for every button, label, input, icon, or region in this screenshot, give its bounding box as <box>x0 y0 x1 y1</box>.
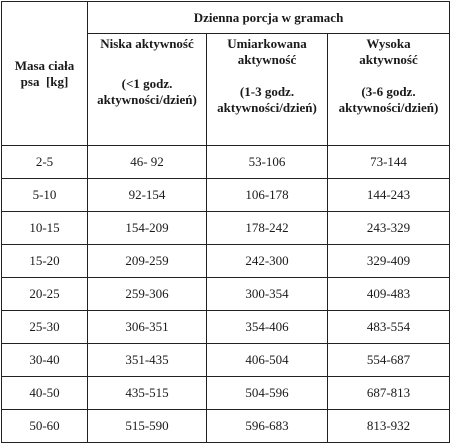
mass-cell: 25-30 <box>1 310 88 344</box>
table-row: 20-25 259-306 300-354 409-483 <box>1 277 450 311</box>
medium-cell: 106-178 <box>206 178 328 212</box>
high-cell: 687-813 <box>326 376 450 410</box>
mass-cell: 50-60 <box>1 409 88 443</box>
medium-cell: 242-300 <box>206 244 328 278</box>
header-row-sub: Niska aktywność (<1 godz. aktywności/dzi… <box>2 33 450 146</box>
table-row: 15-20 209-259 242-300 329-409 <box>1 244 450 278</box>
low-activity-detail2: aktywności/dzień) <box>97 92 197 107</box>
high-cell: 329-409 <box>326 244 450 278</box>
medium-cell: 178-242 <box>206 211 328 245</box>
high-cell: 554-687 <box>326 343 450 377</box>
medium-cell: 53-106 <box>206 145 328 179</box>
medium-activity-detail2: aktywności/dzień) <box>217 100 317 115</box>
low-activity-title: Niska aktywność <box>100 36 194 51</box>
high-activity-detail1: (3-6 godz. <box>361 84 416 99</box>
mass-header-line1: Masa ciała <box>14 57 75 73</box>
mass-header: Masa ciała psa [kg] <box>1 1 88 146</box>
medium-activity-title1: Umiarkowana <box>227 36 307 51</box>
medium-activity-detail1: (1-3 godz. <box>239 84 295 99</box>
table-row: 2-5 46- 92 53-106 73-144 <box>1 145 450 179</box>
mass-header-line2: psa [kg] <box>20 73 69 89</box>
high-activity-header: Wysoka aktywność (3-6 godz. aktywności/d… <box>326 33 450 146</box>
daily-portion-header: Dzienna porcja w gramach <box>86 1 450 34</box>
low-cell: 306-351 <box>87 310 207 344</box>
high-cell: 243-329 <box>326 211 450 245</box>
table-row: 30-40 351-435 406-504 554-687 <box>1 343 450 377</box>
low-cell: 515-590 <box>87 409 207 443</box>
mass-cell: 5-10 <box>1 178 88 212</box>
high-activity-title2: aktywność <box>359 52 418 67</box>
mass-cell: 30-40 <box>1 343 88 377</box>
table-row: 25-30 306-351 354-406 483-554 <box>1 310 450 344</box>
mass-cell: 40-50 <box>1 376 88 410</box>
high-activity-detail2: aktywności/dzień) <box>338 100 439 115</box>
medium-activity-header: Umiarkowana aktywność (1-3 godz. aktywno… <box>206 33 328 146</box>
low-cell: 351-435 <box>87 343 207 377</box>
medium-cell: 504-596 <box>206 376 328 410</box>
mass-cell: 10-15 <box>1 211 88 245</box>
low-cell: 209-259 <box>87 244 207 278</box>
low-cell: 259-306 <box>87 277 207 311</box>
low-activity-header: Niska aktywność (<1 godz. aktywności/dzi… <box>87 33 207 146</box>
low-cell: 46- 92 <box>87 145 207 179</box>
high-cell: 483-554 <box>326 310 450 344</box>
table-row: 10-15 154-209 178-242 243-329 <box>1 211 450 245</box>
table-row: 50-60 515-590 596-683 813-932 <box>1 409 450 443</box>
medium-cell: 354-406 <box>206 310 328 344</box>
medium-cell: 300-354 <box>206 277 328 311</box>
high-cell: 813-932 <box>326 409 450 443</box>
low-activity-detail1: (<1 godz. <box>121 76 173 91</box>
mass-cell: 15-20 <box>1 244 88 278</box>
header-row-top: Masa ciała psa [kg] Dzienna porcja w gra… <box>1 1 450 146</box>
low-cell: 435-515 <box>87 376 207 410</box>
medium-cell: 406-504 <box>206 343 328 377</box>
medium-activity-title2: aktywność <box>237 52 297 67</box>
medium-cell: 596-683 <box>206 409 328 443</box>
table-row: 5-10 92-154 106-178 144-243 <box>1 178 450 212</box>
table-row: 40-50 435-515 504-596 687-813 <box>1 376 450 410</box>
high-cell: 409-483 <box>326 277 450 311</box>
high-cell: 144-243 <box>326 178 450 212</box>
low-cell: 92-154 <box>87 178 207 212</box>
high-activity-title1: Wysoka <box>366 36 411 51</box>
mass-cell: 2-5 <box>1 145 88 179</box>
low-cell: 154-209 <box>87 211 207 245</box>
mass-cell: 20-25 <box>1 277 88 311</box>
high-cell: 73-144 <box>326 145 450 179</box>
